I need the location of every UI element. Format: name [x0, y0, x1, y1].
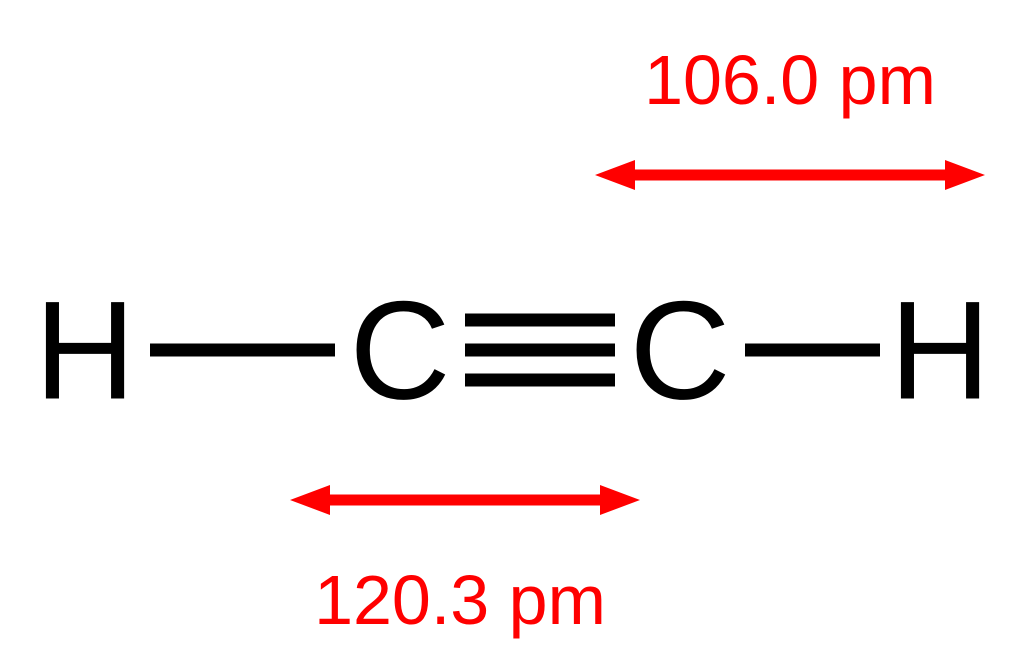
- dimension-ch-arrow-left: [595, 160, 635, 190]
- dimension-ch-label: 106.0 pm: [644, 41, 936, 119]
- atom-h1-label: H: [34, 272, 135, 429]
- bond-c1-c2-triple: [465, 320, 615, 380]
- dimension-cc-bond: 120.3 pm: [290, 485, 640, 639]
- atom-c1-label: C: [349, 272, 450, 429]
- atom-h2-label: H: [889, 272, 990, 429]
- dimension-ch-bond: 106.0 pm: [595, 41, 985, 190]
- molecule-diagram: H C C H 106.0 pm 120.3 pm: [0, 0, 1024, 651]
- dimension-cc-label: 120.3 pm: [314, 561, 606, 639]
- atom-c2-label: C: [629, 272, 730, 429]
- dimension-ch-arrow-right: [945, 160, 985, 190]
- dimension-cc-arrow-right: [600, 485, 640, 515]
- dimension-cc-arrow-left: [290, 485, 330, 515]
